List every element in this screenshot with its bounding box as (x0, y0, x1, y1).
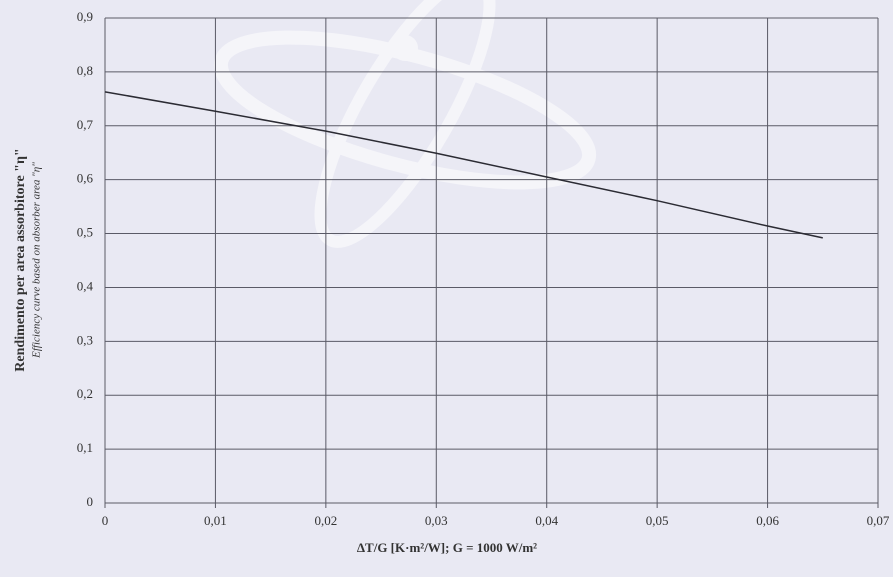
x-tick-label: 0,07 (867, 513, 890, 528)
x-tick-label: 0,06 (756, 513, 779, 528)
x-tick-label: 0,02 (314, 513, 337, 528)
x-axis-title: ΔT/G [K·m²/W]; G = 1000 W/m² (357, 540, 537, 555)
y-tick-label: 0,5 (77, 225, 93, 240)
y-tick-label: 0,9 (77, 9, 93, 24)
x-tick-label: 0,05 (646, 513, 669, 528)
y-tick-label: 0,1 (77, 440, 93, 455)
x-tick-label: 0 (102, 513, 109, 528)
y-tick-label: 0,3 (77, 332, 93, 347)
x-tick-label: 0,03 (425, 513, 448, 528)
y-tick-label: 0,4 (77, 278, 94, 293)
y-tick-label: 0,6 (77, 171, 94, 186)
y-tick-label: 0 (87, 494, 94, 509)
data-line (104, 91, 823, 239)
y-tick-label: 0,7 (77, 117, 94, 132)
y-axis-title: Rendimento per area assorbitore "η" (13, 148, 28, 371)
y-axis-subtitle: Efficiency curve based on absorber area … (31, 162, 43, 359)
y-tick-label: 0,2 (77, 386, 93, 401)
x-tick-label: 0,04 (535, 513, 558, 528)
watermark (213, 0, 597, 248)
y-tick-label: 0,8 (77, 63, 93, 78)
x-tick-label: 0,01 (204, 513, 227, 528)
